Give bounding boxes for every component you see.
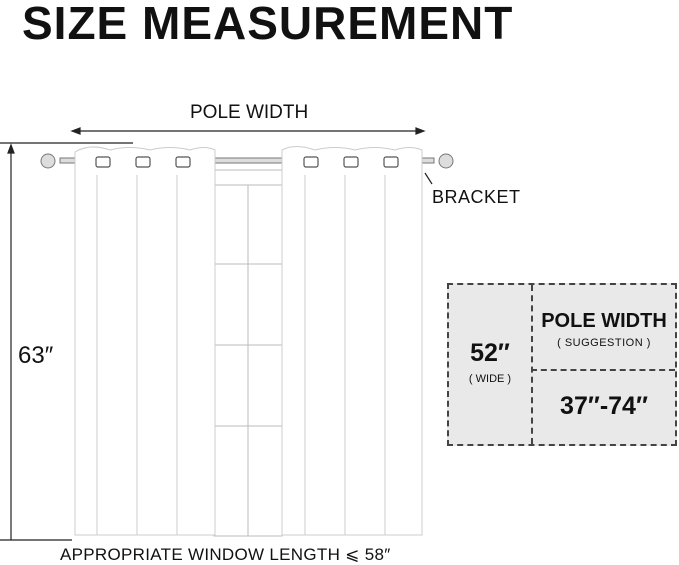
dimension-lines: [0, 127, 433, 541]
window-length-label: APPROPRIATE WINDOW LENGTH ⩽ 58″: [60, 545, 391, 564]
pole-width-title: POLE WIDTH: [541, 310, 667, 332]
curtain-right: [281, 146, 423, 536]
curtain-rod: [40, 153, 454, 169]
window: [213, 169, 283, 537]
divider: [531, 369, 675, 371]
title: SIZE MEASUREMENT: [22, 0, 514, 49]
divider: [531, 285, 533, 444]
width-value: 52″: [470, 339, 510, 367]
pole-width-note: ( SUGGESTION ): [557, 337, 651, 349]
pole-width-label: POLE WIDTH: [190, 102, 309, 123]
width-note: ( WIDE ): [468, 373, 512, 385]
height-label: 63″: [18, 342, 54, 369]
grommets: [95, 156, 399, 168]
bracket-label: BRACKET: [432, 187, 521, 207]
spec-box: 52″ ( WIDE ) POLE WIDTH ( SUGGESTION ) 3…: [447, 283, 677, 446]
pole-width-range: 37″-74″: [560, 392, 648, 420]
curtain-left: [74, 146, 216, 536]
